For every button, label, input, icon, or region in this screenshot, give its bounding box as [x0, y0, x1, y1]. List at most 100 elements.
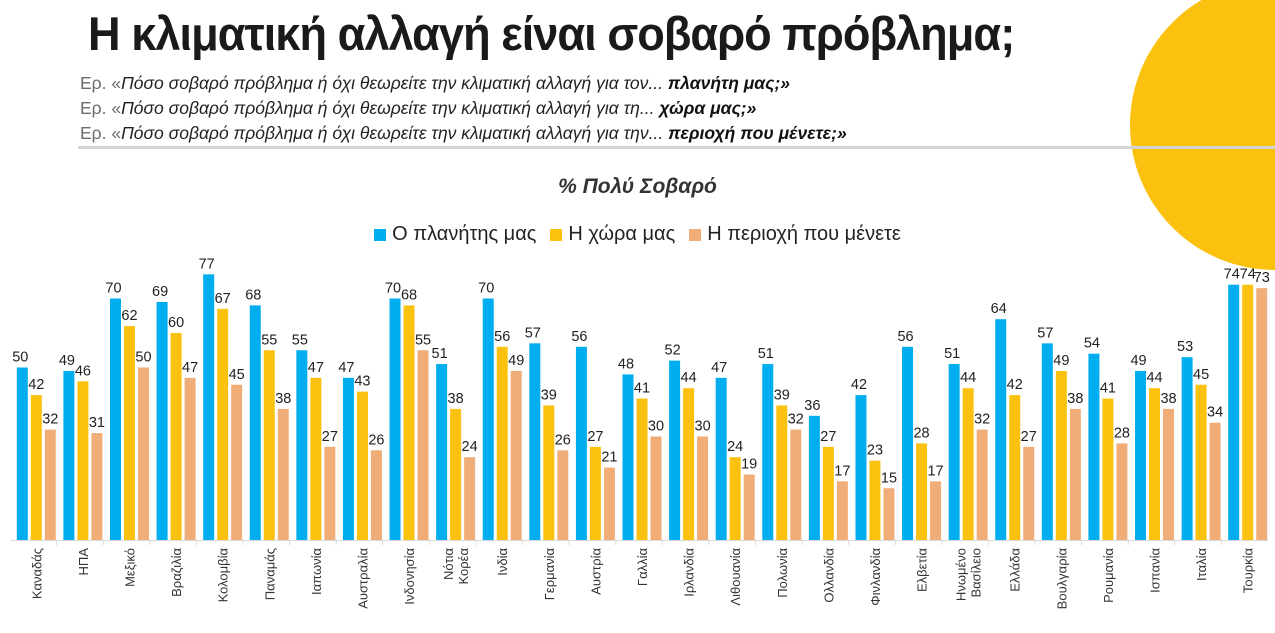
bar-area [417, 350, 429, 540]
data-label-country: 55 [261, 332, 277, 348]
data-label-area: 38 [1067, 391, 1083, 407]
category-label-line: Ιρλανδία [682, 548, 697, 597]
category-label: Τουρκία [1241, 548, 1256, 594]
category-label-line: Ιταλία [1194, 548, 1209, 581]
category-label-line: Πολωνία [775, 548, 790, 598]
bar-area [1163, 408, 1175, 540]
question-area: Ερ. «Πόσο σοβαρό πρόβλημα ή όχι θεωρείτε… [80, 123, 847, 144]
category-label: Ελβετία [915, 548, 930, 592]
bar-planet [575, 346, 587, 540]
category-label-line: Λιθουανία [728, 548, 743, 606]
data-label-area: 30 [695, 419, 711, 435]
bar-planet [669, 360, 681, 540]
category-label: Ολλανδία [821, 548, 836, 603]
legend-swatch-area [689, 228, 702, 241]
legend-swatch-country [550, 228, 563, 241]
bar-country [916, 443, 928, 540]
legend-item-country: Η χώρα μας [550, 223, 675, 246]
bar-country [403, 305, 415, 540]
data-label-area: 55 [415, 332, 431, 348]
page-title: Η κλιματική αλλαγή είναι σοβαρό πρόβλημα… [88, 7, 1015, 60]
bar-country [822, 446, 834, 540]
bar-planet [948, 364, 960, 540]
bar-area [650, 436, 662, 540]
bar-planet [16, 367, 28, 540]
data-label-country: 42 [1007, 377, 1023, 393]
question-prefix: Ερ. « [80, 123, 122, 143]
bar-area [790, 429, 802, 540]
bar-planet [622, 374, 634, 540]
data-label-area: 32 [788, 412, 804, 428]
data-label-planet: 70 [478, 281, 494, 297]
data-label-country: 45 [1193, 367, 1209, 383]
chart-legend: Ο πλανήτης μας Η χώρα μας Η περιοχή που … [0, 223, 1275, 246]
bar-planet [855, 395, 867, 540]
bar-planet [529, 343, 541, 540]
bar-area [44, 429, 56, 540]
category-label: Μεξικό [122, 548, 137, 587]
category-label-line: Καναδάς [29, 548, 44, 599]
category-label-line: Ολλανδία [821, 548, 836, 603]
bar-planet [342, 377, 354, 540]
data-label-country: 43 [354, 374, 370, 390]
bar-planet [1228, 284, 1240, 540]
data-label-area: 32 [42, 412, 58, 428]
data-label-area: 26 [368, 432, 384, 448]
data-label-area: 30 [648, 419, 664, 435]
bar-planet [762, 364, 774, 540]
category-label-line: Ηνωμένο [954, 548, 969, 601]
bar-area [91, 433, 103, 540]
data-label-country: 41 [634, 381, 650, 397]
bar-planet [1135, 370, 1147, 540]
question-text: Πόσο σοβαρό πρόβλημα ή όχι θεωρείτε την … [121, 123, 669, 143]
bar-country [869, 460, 881, 540]
category-label: Ιαπωνία [309, 548, 324, 595]
category-label-line: Ρουμανία [1101, 548, 1116, 603]
category-label-line: Βουλγαρία [1054, 548, 1069, 610]
question-text: Πόσο σοβαρό πρόβλημα ή όχι θεωρείτε την … [121, 98, 660, 118]
data-label-country: 62 [121, 308, 137, 324]
bar-area [137, 367, 149, 540]
category-label: Βραζιλία [169, 548, 184, 597]
category-label: Ισπανία [1148, 548, 1163, 593]
bar-planet [436, 364, 448, 540]
bar-area [184, 377, 196, 540]
bar-country [217, 308, 229, 540]
data-label-area: 45 [229, 367, 245, 383]
data-label-planet: 57 [1037, 325, 1053, 341]
data-label-area: 17 [927, 463, 943, 479]
category-label: Λιθουανία [728, 548, 743, 606]
data-label-country: 24 [727, 439, 743, 455]
data-label-planet: 69 [152, 284, 168, 300]
category-label: Ιταλία [1194, 548, 1209, 581]
data-label-planet: 49 [1130, 353, 1146, 369]
data-label-area: 19 [741, 456, 757, 472]
category-label-line: Ισπανία [1148, 548, 1163, 593]
data-label-area: 38 [1160, 391, 1176, 407]
legend-swatch-planet [374, 228, 387, 241]
category-label: Φινλανδία [868, 548, 883, 606]
header-divider [78, 146, 1275, 149]
data-label-area: 31 [89, 415, 105, 431]
data-label-area: 15 [881, 470, 897, 486]
category-label: Παναμάς [262, 548, 277, 600]
bar-country [77, 381, 89, 540]
data-label-area: 34 [1207, 405, 1223, 421]
data-label-area: 73 [1254, 270, 1270, 286]
legend-item-planet: Ο πλανήτης μας [374, 223, 536, 246]
question-planet: Ερ. «Πόσο σοβαρό πρόβλημα ή όχι θεωρείτε… [80, 73, 790, 94]
question-emphasis: χώρα μας;» [659, 98, 757, 118]
category-label-line: Φινλανδία [868, 548, 883, 606]
category-label-line: ΗΠΑ [76, 548, 91, 576]
data-label-area: 32 [974, 412, 990, 428]
bar-area [883, 488, 895, 540]
bar-area [464, 457, 476, 540]
data-label-area: 27 [1021, 429, 1037, 445]
data-label-planet: 55 [292, 332, 308, 348]
question-prefix: Ερ. « [80, 98, 122, 118]
data-label-country: 39 [774, 387, 790, 403]
data-label-country: 23 [867, 443, 883, 459]
data-label-country: 68 [401, 287, 417, 303]
legend-label-planet: Ο πλανήτης μας [392, 223, 537, 245]
bar-area [324, 446, 336, 540]
